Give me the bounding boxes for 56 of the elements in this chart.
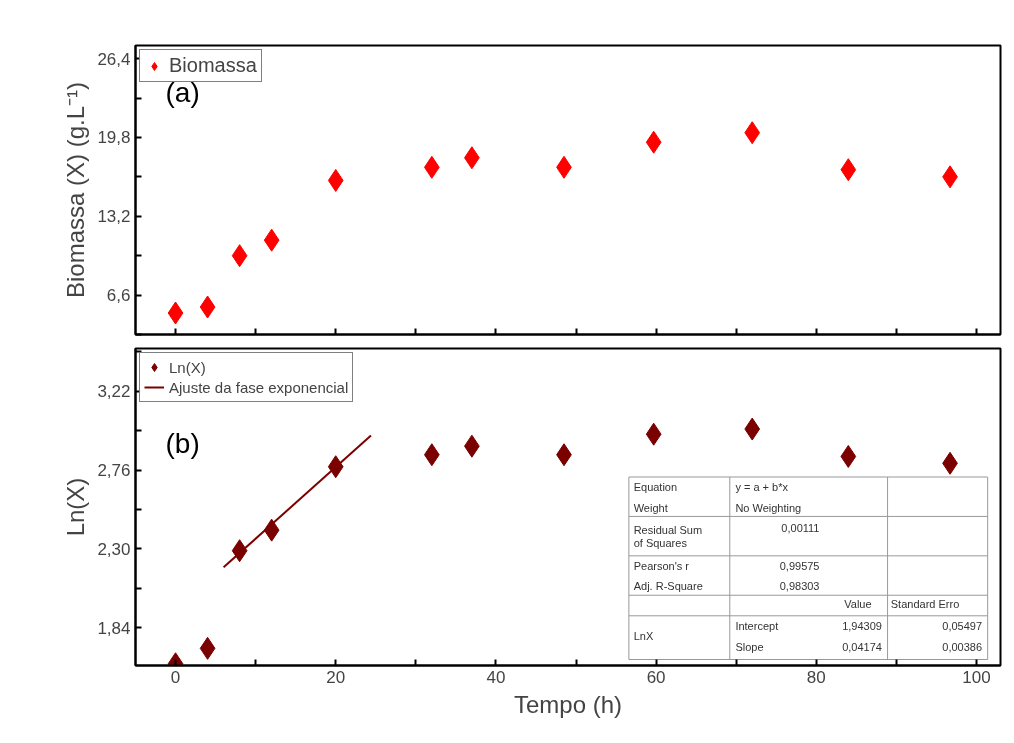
- point: [167, 301, 184, 325]
- annotation: Standard Erro: [890, 597, 960, 610]
- annotation: 0,04174: [842, 640, 882, 653]
- annotation: 0,00111: [781, 522, 820, 535]
- point: [199, 636, 216, 660]
- legend-label: Ajuste da fase exponencial: [169, 378, 349, 396]
- y-tick-label: 13,2: [97, 207, 131, 227]
- annotation: 1,94309: [842, 620, 882, 633]
- y-tick-label: 1,84: [97, 618, 131, 638]
- annotation: Intercept: [735, 620, 779, 633]
- annotation: (a): [165, 76, 200, 108]
- annotation: Adj. R-Square: [633, 579, 703, 592]
- annotation: Value: [844, 597, 872, 610]
- point: [645, 130, 662, 154]
- annotation: LnX: [633, 630, 654, 643]
- annotation: y = a + b*x: [735, 481, 789, 494]
- x-tick-label: 100: [962, 667, 991, 687]
- annotation: 0,05497: [942, 620, 983, 633]
- annotation: 0,00386: [942, 640, 983, 653]
- annotation: 0,99575: [779, 560, 820, 573]
- point: [327, 168, 344, 192]
- y-tick-label: 2,76: [97, 461, 131, 481]
- x-axis-title: Tempo (h): [513, 690, 623, 718]
- point: [744, 121, 761, 145]
- y-tick-label: 3,22: [97, 382, 131, 402]
- point: [840, 444, 857, 468]
- legend-label: Biomassa: [169, 54, 257, 77]
- annotation: No Weighting: [735, 501, 802, 514]
- annotation: Pearson's r: [633, 560, 690, 573]
- point: [263, 518, 280, 542]
- legend-label: Ln(X): [169, 358, 206, 376]
- y-tick-label: 19,8: [97, 128, 131, 148]
- annotation: Weight: [633, 501, 668, 514]
- y-tick-label: 26,4: [97, 49, 131, 69]
- x-tick-label: 40: [486, 667, 506, 687]
- annotation: Equation: [633, 481, 678, 494]
- x-tick-label: 80: [806, 667, 826, 687]
- point: [263, 228, 280, 252]
- point: [327, 455, 344, 479]
- annotation: 0,98303: [779, 579, 820, 592]
- annotation: Slope: [735, 640, 764, 653]
- annotation: (b): [165, 427, 200, 459]
- point: [199, 295, 216, 319]
- point: [231, 539, 248, 563]
- point: [744, 417, 761, 441]
- x-tick-label: 20: [326, 667, 346, 687]
- y-tick-label: 6,6: [106, 286, 131, 306]
- annotation: Residual Sum of Squares: [633, 523, 703, 549]
- y-tick-label: 2,30: [97, 539, 131, 559]
- point: [840, 158, 857, 182]
- x-tick-label: 60: [646, 667, 666, 687]
- y-axis-title: Ln(X): [62, 477, 90, 537]
- point: [645, 422, 662, 446]
- y-axis-title: Biomassa (X) (g.L⁻¹): [62, 81, 90, 299]
- x-tick-label: 0: [170, 667, 181, 687]
- point: [231, 244, 248, 268]
